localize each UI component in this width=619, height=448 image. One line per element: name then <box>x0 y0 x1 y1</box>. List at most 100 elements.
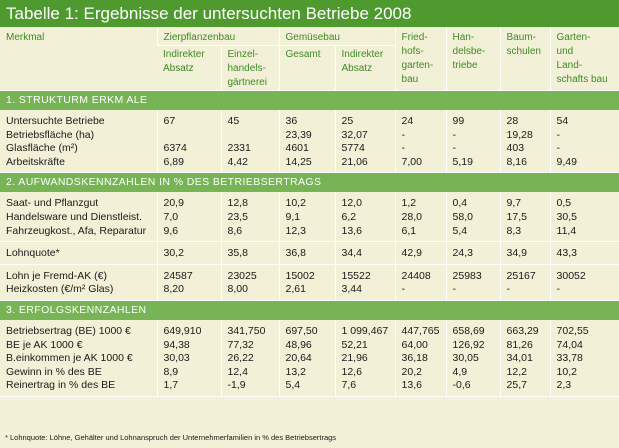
cell-value: 6,89 <box>156 155 221 174</box>
cell-value: 24587 <box>156 264 221 284</box>
cell-value: 43,3 <box>549 241 619 265</box>
cell-value: 17,5 <box>499 210 551 225</box>
cell-value: -0,6 <box>445 379 501 397</box>
section-title: 1. STRUKTURM ERKM ALE <box>0 90 619 110</box>
header-line: hofs- <box>401 46 424 57</box>
cell-value: 7,00 <box>394 155 447 174</box>
cell-value: 30,05 <box>445 352 501 366</box>
cell-value: 5,4 <box>278 379 335 397</box>
cell-value: 21,06 <box>334 155 396 174</box>
cell-value: 12,4 <box>220 365 279 380</box>
table-row: BE je AK 1000 € 94,38 77,32 48,96 52,21 64,00… <box>0 338 619 353</box>
cell-value: 4601 <box>278 142 335 156</box>
cell-value: 77,32 <box>220 338 279 353</box>
section-header: 1. STRUKTURM ERKM ALE <box>0 90 619 110</box>
row-label: BE je AK 1000 € <box>6 338 83 351</box>
cell-value: 20,2 <box>394 365 447 380</box>
row-label: Lohn je Fremd-AK (€) <box>6 269 107 282</box>
cell-value: 30052 <box>549 264 619 284</box>
section-header: 2. AUFWANDSKENNZAHLEN IN % DES BETRIEBSE… <box>0 172 619 193</box>
header-line: Indirekter <box>163 49 205 60</box>
cell-value: 12,0 <box>334 192 396 211</box>
cell-value: 21,96 <box>334 352 396 366</box>
cell-value: 5,19 <box>445 155 501 174</box>
cell-value: 1,2 <box>394 192 447 211</box>
cell-value: 28 <box>499 110 551 129</box>
table-row: Untersuchte Betriebe 67 45 36 25 24 99 28 54 <box>0 110 619 129</box>
section-header: 3. ERFOLGSKENNZAHLEN <box>0 300 619 320</box>
cell-value: 34,9 <box>499 241 551 265</box>
cell-value: - <box>394 283 447 301</box>
row-label: Saat- und Pflanzgut <box>6 197 99 210</box>
cell-value: 35,8 <box>220 241 279 265</box>
table-row: Gewinn in % des BE 8,9 12,4 13,2 12,6 20,2 4,9… <box>0 365 619 380</box>
cell-value: 36 <box>278 110 335 129</box>
table-title: Tabelle 1: Ergebnisse der untersuchten B… <box>0 0 619 27</box>
col-header-zierpflanzenbau: Zierpflanzenbau <box>156 27 279 46</box>
header-line: triebe <box>452 60 478 71</box>
header-line: delsbe- <box>452 46 486 57</box>
col-header-merkmal: Merkmal <box>0 27 157 91</box>
table-row: Lohn je Fremd-AK (€) 24587 23025 15002 15522… <box>0 264 619 284</box>
cell-value: 25167 <box>499 264 551 284</box>
header-line: garten- <box>401 60 434 71</box>
cell-value: 9,6 <box>156 224 221 243</box>
col-header-handelsbetriebe: Han-delsbe-triebe <box>445 27 501 91</box>
header-line: Baum- <box>506 32 536 43</box>
cell-value: 24408 <box>394 264 447 284</box>
cell-value: 42,9 <box>394 241 447 265</box>
cell-value: 45 <box>220 110 279 129</box>
cell-value: 8,3 <box>499 224 551 243</box>
cell-value: 663,29 <box>499 319 551 339</box>
cell-value: - <box>445 128 501 143</box>
row-label: Fahrzeugkost., Afa, Reparatur <box>0 224 157 243</box>
header-line: Garten- <box>556 32 591 43</box>
cell-value: 6374 <box>156 142 221 156</box>
cell-value <box>156 128 221 143</box>
section-title: 3. ERFOLGSKENNZAHLEN <box>0 300 619 320</box>
cell-value: 5,4 <box>445 224 501 243</box>
cell-value: 10,2 <box>549 365 619 380</box>
cell-value: 64,00 <box>394 338 447 353</box>
cell-value: 13,6 <box>334 224 396 243</box>
header-line: Einzel- <box>227 49 259 60</box>
cell-value: 4,42 <box>220 155 279 174</box>
col-header-einzelhandelsgaertnerei: Einzel-handels-gärtnerei <box>220 45 279 91</box>
col-header-friedhofsgartenbau: Fried-hofs-garten-bau <box>394 27 447 91</box>
cell-value: 7,6 <box>334 379 396 397</box>
cell-value: 8,20 <box>156 283 221 301</box>
cell-value: 36,18 <box>394 352 447 366</box>
cell-value: 447,765 <box>394 319 447 339</box>
header-line: Han- <box>452 32 475 43</box>
cell-value: 13,2 <box>278 365 335 380</box>
cell-value: 28,0 <box>394 210 447 225</box>
cell-value: 4,9 <box>445 365 501 380</box>
col-header-gemuesebau: Gemüsebau <box>278 27 396 46</box>
table-row: Betriebsertrag (BE) 1000 € 649,910 341,750… <box>0 319 619 339</box>
cell-value: 25983 <box>445 264 501 284</box>
cell-value: 15522 <box>334 264 396 284</box>
cell-value: 8,6 <box>220 224 279 243</box>
cell-value: 26,22 <box>220 352 279 366</box>
cell-value: 24 <box>394 110 447 129</box>
section-title: 2. AUFWANDSKENNZAHLEN IN % DES BETRIEBSE… <box>0 172 619 193</box>
row-label: Lohnquote* <box>0 241 157 265</box>
col-header-baumschulen: Baum-schulen <box>499 27 551 91</box>
table-row: Saat- und Pflanzgut 20,9 12,8 10,2 12,0 1,2 0,… <box>0 192 619 211</box>
cell-value: 8,00 <box>220 283 279 301</box>
header-line: schafts bau <box>556 74 608 85</box>
cell-value: 8,16 <box>499 155 551 174</box>
cell-value: - <box>394 142 447 156</box>
header-line: schulen <box>506 46 541 57</box>
row-label: Untersuchte Betriebe <box>6 115 105 127</box>
cell-value: - <box>394 128 447 143</box>
cell-value: 9,7 <box>499 192 551 211</box>
cell-value: 20,9 <box>156 192 221 211</box>
cell-value: 7,0 <box>156 210 221 225</box>
cell-value: 2331 <box>220 142 279 156</box>
col-header-garten-landschaftsbau: Garten-und Land-schafts bau <box>549 27 619 91</box>
row-label: Betriebsertrag (BE) 1000 € <box>6 324 131 337</box>
cell-value: 20,64 <box>278 352 335 366</box>
cell-value: 658,69 <box>445 319 501 339</box>
